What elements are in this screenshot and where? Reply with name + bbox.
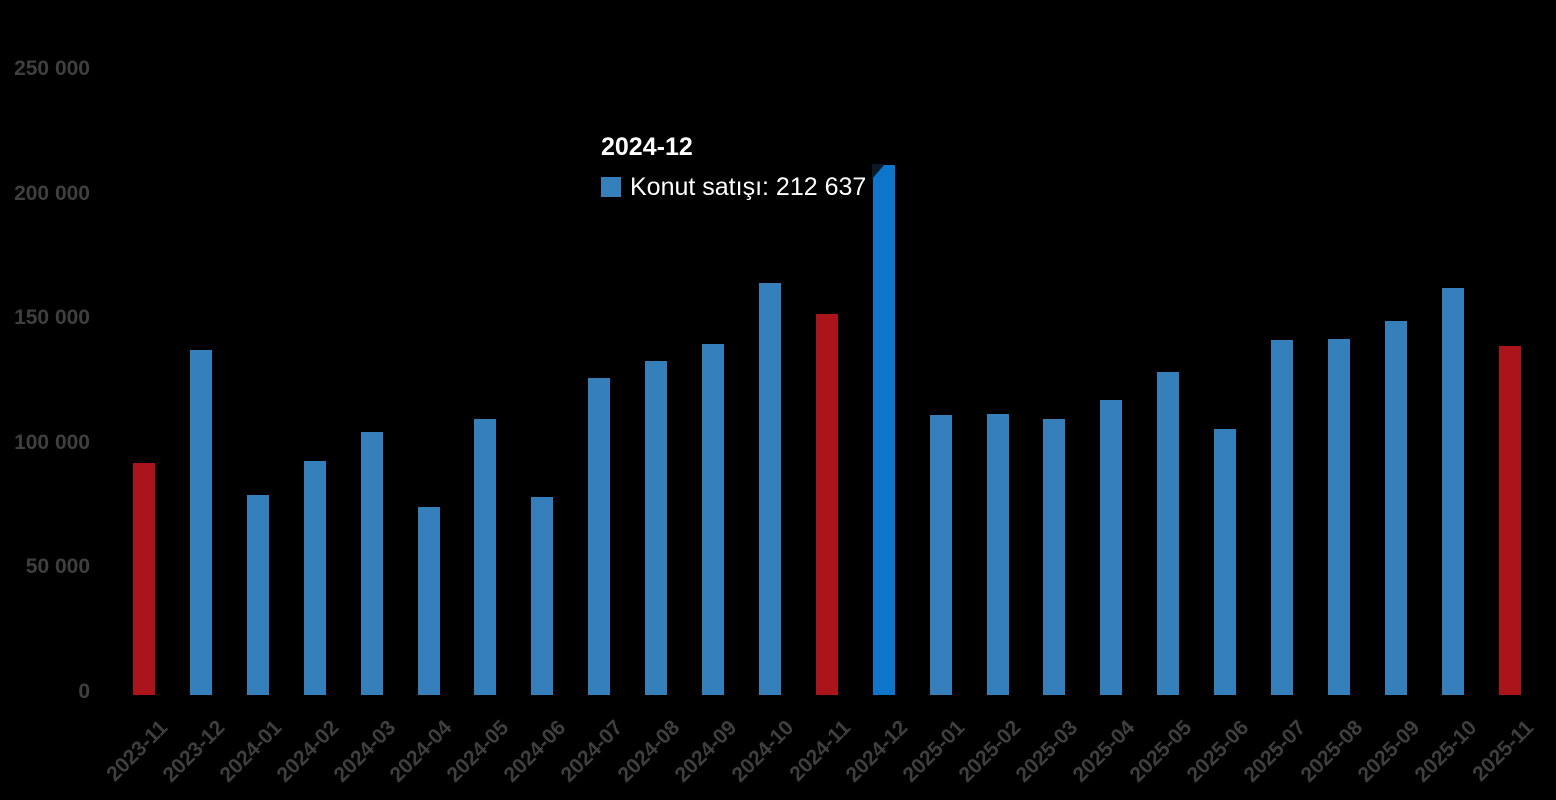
y-tick-label: 150 000 — [14, 306, 90, 330]
bar-2024-10[interactable] — [758, 283, 781, 695]
bar-2025-06[interactable] — [1214, 428, 1237, 695]
bar-2025-08[interactable] — [1327, 339, 1350, 695]
bar-2024-01[interactable] — [246, 494, 269, 695]
x-tick-label: 2025-11 — [1467, 716, 1538, 786]
bar-2024-07[interactable] — [588, 378, 611, 695]
x-tick-label: 2025-01 — [898, 716, 969, 787]
x-tick-label: 2025-09 — [1353, 716, 1425, 787]
x-tick-label: 2023-12 — [158, 716, 230, 787]
bar-2025-04[interactable] — [1100, 400, 1123, 695]
x-tick-label: 2025-03 — [1011, 716, 1083, 787]
x-tick-label: 2024-12 — [841, 716, 912, 787]
x-tick-label: 2024-01 — [215, 716, 287, 787]
x-tick-label: 2025-04 — [1068, 716, 1140, 787]
bar-2024-03[interactable] — [360, 432, 383, 695]
tooltip-series-value: Konut satışı: 212 637 — [630, 173, 867, 201]
y-tick-label: 250 000 — [14, 57, 90, 80]
x-tick-label: 2024-05 — [442, 716, 514, 787]
bar-2024-08[interactable] — [645, 360, 668, 695]
x-tick-label: 2025-08 — [1296, 716, 1368, 787]
bar-2025-01[interactable] — [929, 415, 952, 695]
y-tick-label: 0 — [78, 680, 90, 703]
x-tick-label: 2024-04 — [385, 716, 457, 787]
x-tick-label: 2025-06 — [1182, 716, 1254, 787]
tooltip-arrow-icon — [872, 164, 886, 180]
bar-2025-02[interactable] — [986, 413, 1009, 695]
x-tick-label: 2024-10 — [727, 716, 799, 787]
bar-2025-03[interactable] — [1043, 418, 1066, 695]
bar-2024-05[interactable] — [474, 419, 497, 695]
x-tick-label: 2025-05 — [1125, 716, 1197, 787]
y-tick-label: 50 000 — [25, 555, 90, 579]
bar-2025-10[interactable] — [1441, 288, 1464, 695]
bar-2023-12[interactable] — [189, 349, 212, 695]
x-tick-label: 2025-10 — [1410, 716, 1481, 787]
bar-2024-12[interactable] — [872, 165, 895, 695]
tooltip-title: 2024-12 — [601, 133, 693, 161]
x-tick-label: 2025-02 — [954, 716, 1026, 787]
series-marker-icon — [601, 177, 621, 197]
y-tick-label: 200 000 — [14, 181, 90, 205]
x-tick-label: 2024-07 — [556, 716, 628, 787]
x-tick-label: 2024-06 — [499, 716, 571, 787]
bar-2025-11[interactable] — [1498, 346, 1521, 695]
bar-2025-09[interactable] — [1384, 320, 1407, 695]
x-tick-label: 2024-09 — [670, 716, 742, 787]
tooltip-series-row: Konut satışı: 212 637 — [601, 174, 866, 200]
y-tick-label: 100 000 — [14, 430, 90, 454]
bar-2024-11[interactable] — [815, 313, 838, 695]
bar-2023-11[interactable] — [133, 462, 155, 695]
bar-2025-05[interactable] — [1157, 372, 1180, 695]
x-tick-label: 2024-08 — [613, 716, 685, 787]
x-tick-label: 2025-07 — [1239, 716, 1311, 787]
x-tick-label: 2024-02 — [272, 716, 343, 787]
tooltip: 2024-12 Konut satışı: 212 637 — [601, 132, 866, 200]
bar-2024-06[interactable] — [531, 497, 554, 695]
x-tick-label: 2024-03 — [329, 716, 400, 787]
x-tick-label: 2024-11 — [785, 716, 856, 786]
bar-2024-02[interactable] — [303, 460, 326, 695]
bar-2025-07[interactable] — [1271, 340, 1293, 695]
x-tick-label: 2023-11 — [102, 716, 173, 786]
bar-2024-09[interactable] — [702, 343, 724, 695]
bar-2024-04[interactable] — [417, 506, 440, 695]
